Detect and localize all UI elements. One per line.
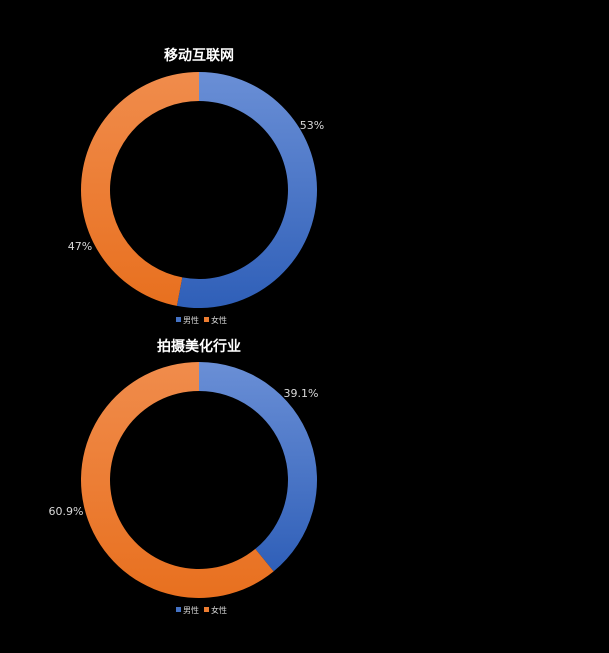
chart-title: 移动互联网 xyxy=(164,47,234,64)
slice-female xyxy=(80,362,274,598)
slice-female xyxy=(81,72,199,306)
legend-label-female: 女性 xyxy=(211,315,227,325)
doughnut-chart: 移动互联网 53% 47% 男性 女性 xyxy=(68,47,324,325)
chart-title: 拍摄美化行业 xyxy=(157,338,241,355)
legend-swatch-female xyxy=(204,607,209,612)
chart-mobile-internet: 移动互联网 53% 47% 男性 女性 xyxy=(0,40,400,330)
doughnut-chart: 拍摄美化行业 39.1% 60.9% 男性 女性 xyxy=(49,338,319,615)
legend-label-female: 女性 xyxy=(211,605,227,615)
slice-male xyxy=(176,72,318,308)
slice-male xyxy=(199,362,317,572)
legend-swatch-female xyxy=(204,317,209,322)
data-label-female: 47% xyxy=(68,240,92,253)
legend-label-male: 男性 xyxy=(183,315,199,325)
data-label-male: 53% xyxy=(300,119,324,132)
slices xyxy=(80,362,317,598)
legend: 男性 女性 xyxy=(176,315,227,325)
legend-swatch-male xyxy=(176,607,181,612)
data-label-male: 39.1% xyxy=(284,387,319,400)
chart-photo-beauty-industry: 拍摄美化行业 39.1% 60.9% 男性 女性 xyxy=(0,335,400,620)
legend-label-male: 男性 xyxy=(183,605,199,615)
slices xyxy=(81,72,318,308)
data-label-female: 60.9% xyxy=(49,505,84,518)
legend: 男性 女性 xyxy=(176,605,227,615)
legend-swatch-male xyxy=(176,317,181,322)
